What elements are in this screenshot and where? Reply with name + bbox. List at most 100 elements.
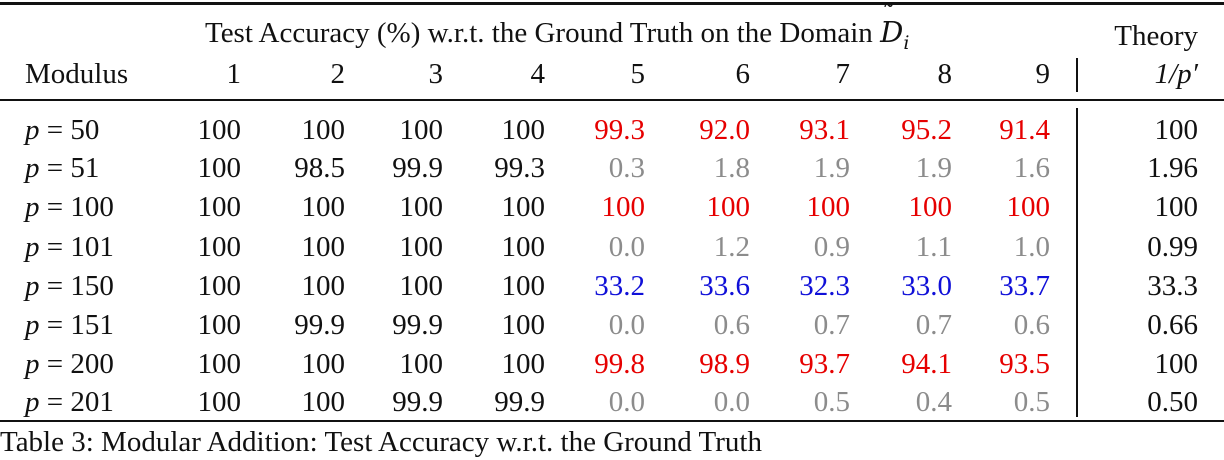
table-caption: Table 3: Modular Addition: Test Accuracy…	[0, 426, 762, 458]
accuracy-cell: 0.0	[608, 309, 645, 341]
modulus-cell: p = 51	[25, 150, 99, 186]
modulus-value: = 50	[39, 114, 100, 146]
modulus-value: = 100	[39, 191, 114, 223]
accuracy-cell: 33.0	[901, 270, 952, 302]
modulus-value: = 201	[39, 386, 114, 418]
accuracy-header-text: Test Accuracy (%) w.r.t. the Ground Trut…	[205, 17, 873, 49]
accuracy-cell: 99.9	[294, 309, 345, 341]
modulus-symbol: p	[25, 386, 40, 418]
theory-cell: 100	[1154, 191, 1199, 223]
accuracy-cell: 98.9	[699, 348, 750, 380]
modulus-value: = 101	[39, 231, 114, 263]
modulus-symbol: p	[25, 309, 40, 341]
accuracy-cell: 1.0	[1013, 231, 1050, 263]
domain-column-header-2: 2	[330, 58, 346, 90]
theory-label: Theory	[1114, 20, 1198, 52]
theory-cell: 33.3	[1147, 270, 1198, 302]
modulus-header: Modulus	[25, 58, 129, 90]
theory-separator-header	[1076, 58, 1078, 92]
modulus-cell: p = 101	[25, 229, 114, 265]
theory-separator-body	[1076, 108, 1078, 417]
theory-cell: 100	[1154, 348, 1199, 380]
domain-column-header-1: 1	[226, 58, 242, 90]
domain-column-header-9: 9	[1035, 58, 1051, 90]
accuracy-cell: 99.3	[594, 114, 645, 146]
theory-cell: 100	[1154, 114, 1199, 146]
accuracy-cell: 100	[501, 270, 546, 302]
modulus-cell: p = 100	[25, 189, 114, 225]
accuracy-cell: 93.5	[999, 348, 1050, 380]
accuracy-cell: 100	[399, 191, 444, 223]
accuracy-cell: 100	[501, 231, 546, 263]
accuracy-cell: 91.4	[999, 114, 1050, 146]
accuracy-cell: 99.8	[594, 348, 645, 380]
accuracy-cell: 100	[197, 348, 242, 380]
accuracy-cell: 0.7	[813, 309, 850, 341]
accuracy-cell: 100	[301, 386, 346, 418]
modulus-cell: p = 201	[25, 384, 114, 420]
modulus-symbol: p	[25, 348, 40, 380]
modulus-symbol: p	[25, 152, 40, 184]
modulus-symbol: p	[25, 270, 40, 302]
accuracy-cell: 93.7	[799, 348, 850, 380]
accuracy-cell: 100	[197, 270, 242, 302]
accuracy-cell: 100	[399, 231, 444, 263]
accuracy-cell: 94.1	[901, 348, 952, 380]
theory-cell: 0.50	[1147, 386, 1198, 418]
accuracy-cell: 100	[197, 114, 242, 146]
accuracy-cell: 1.6	[1013, 152, 1050, 184]
modulus-cell: p = 151	[25, 307, 114, 343]
accuracy-cell: 99.9	[392, 386, 443, 418]
accuracy-cell: 100	[399, 348, 444, 380]
accuracy-cell: 0.4	[915, 386, 952, 418]
accuracy-cell: 33.6	[699, 270, 750, 302]
accuracy-cell: 0.0	[608, 386, 645, 418]
accuracy-cell: 0.6	[713, 309, 750, 341]
accuracy-cell: 100	[301, 231, 346, 263]
domain-column-header-3: 3	[428, 58, 444, 90]
accuracy-cell: 1.2	[713, 231, 750, 263]
theory-cell: 0.66	[1147, 309, 1198, 341]
accuracy-cell: 100	[601, 191, 646, 223]
accuracy-cell: 100	[806, 191, 851, 223]
accuracy-cell: 100	[399, 270, 444, 302]
accuracy-cell: 100	[197, 309, 242, 341]
modulus-symbol: p	[25, 191, 40, 223]
modulus-value: = 200	[39, 348, 114, 380]
accuracy-cell: 100	[301, 270, 346, 302]
domain-symbol: ˜ Di	[880, 1, 910, 61]
accuracy-cell: 100	[197, 152, 242, 184]
theory-cell: 1.96	[1147, 152, 1198, 184]
table-bottom-rule	[0, 420, 1224, 422]
modulus-value: = 150	[39, 270, 114, 302]
domain-column-header-8: 8	[937, 58, 953, 90]
accuracy-cell: 0.5	[813, 386, 850, 418]
modulus-cell: p = 200	[25, 346, 114, 382]
theory-cell: 0.99	[1147, 231, 1198, 263]
domain-column-header-5: 5	[630, 58, 646, 90]
accuracy-cell: 100	[301, 114, 346, 146]
modulus-cell: p = 150	[25, 268, 114, 304]
accuracy-cell: 0.3	[608, 152, 645, 184]
accuracy-cell: 1.9	[915, 152, 952, 184]
accuracy-cell: 100	[501, 348, 546, 380]
accuracy-cell: 95.2	[901, 114, 952, 146]
accuracy-cell: 99.9	[392, 309, 443, 341]
modulus-symbol: p	[25, 114, 40, 146]
accuracy-cell: 0.9	[813, 231, 850, 263]
accuracy-cell: 100	[301, 191, 346, 223]
accuracy-cell: 92.0	[699, 114, 750, 146]
accuracy-cell: 1.8	[713, 152, 750, 184]
accuracy-cell: 99.3	[494, 152, 545, 184]
accuracy-cell: 100	[501, 309, 546, 341]
accuracy-cell: 100	[1006, 191, 1051, 223]
table-top-rule	[0, 2, 1224, 5]
domain-column-header-4: 4	[530, 58, 546, 90]
modulus-cell: p = 50	[25, 112, 99, 148]
accuracy-header: Test Accuracy (%) w.r.t. the Ground Trut…	[205, 1, 910, 61]
domain-subscript: i	[903, 31, 910, 54]
accuracy-cell: 1.1	[915, 231, 952, 263]
accuracy-cell: 32.3	[799, 270, 850, 302]
accuracy-cell: 100	[501, 114, 546, 146]
accuracy-cell: 100	[301, 348, 346, 380]
